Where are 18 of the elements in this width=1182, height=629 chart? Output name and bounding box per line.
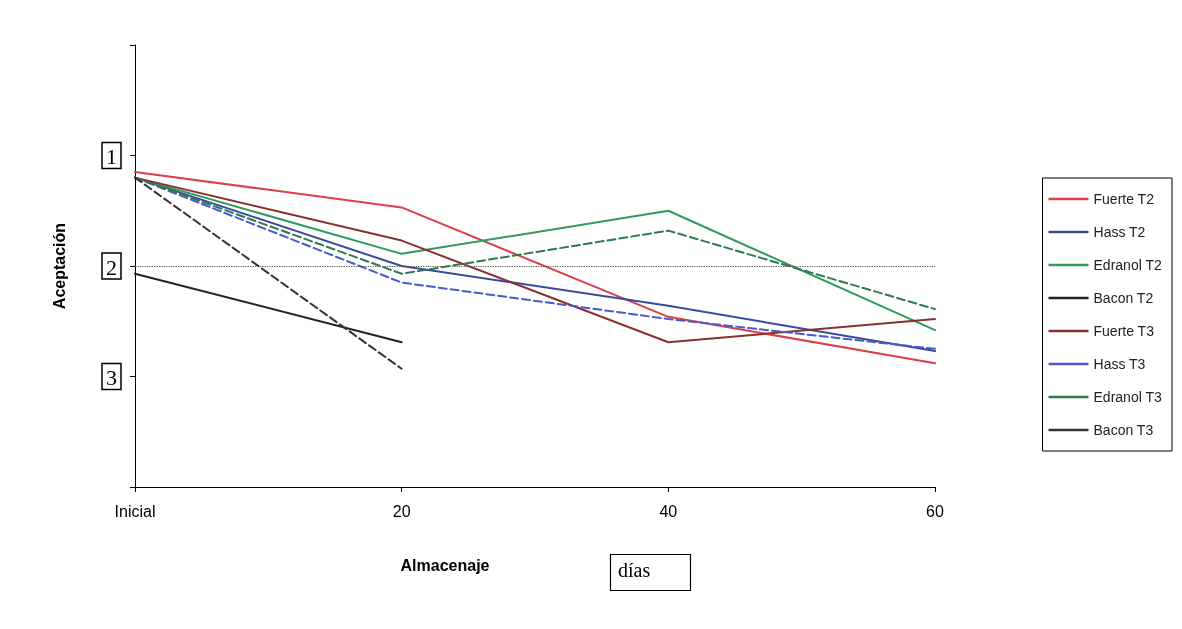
y-tick-label: 2 (106, 254, 117, 280)
legend-label: Edranol T3 (1093, 389, 1162, 405)
legend-label: Fuerte T2 (1093, 191, 1155, 207)
legend-label: Hass T2 (1093, 224, 1146, 240)
legend-label: Fuerte T3 (1093, 323, 1155, 339)
legend-label: Bacon T3 (1093, 422, 1154, 438)
x-axis-title: Almacenaje (400, 556, 490, 574)
x-tick-label: 40 (659, 502, 678, 520)
y-tick-label: 3 (106, 365, 117, 390)
legend-label: Edranol T2 (1093, 257, 1162, 273)
y-tick-label: 1 (106, 144, 117, 169)
x-tick-label: 20 (392, 502, 411, 520)
x-tick-label: 60 (926, 502, 944, 520)
legend-label: Hass T3 (1093, 356, 1146, 372)
text: días (618, 559, 651, 581)
y-axis-title: Aceptación (50, 222, 68, 310)
legend-label: Bacon T2 (1093, 290, 1154, 306)
x-tick-label: Inicial (114, 502, 156, 520)
